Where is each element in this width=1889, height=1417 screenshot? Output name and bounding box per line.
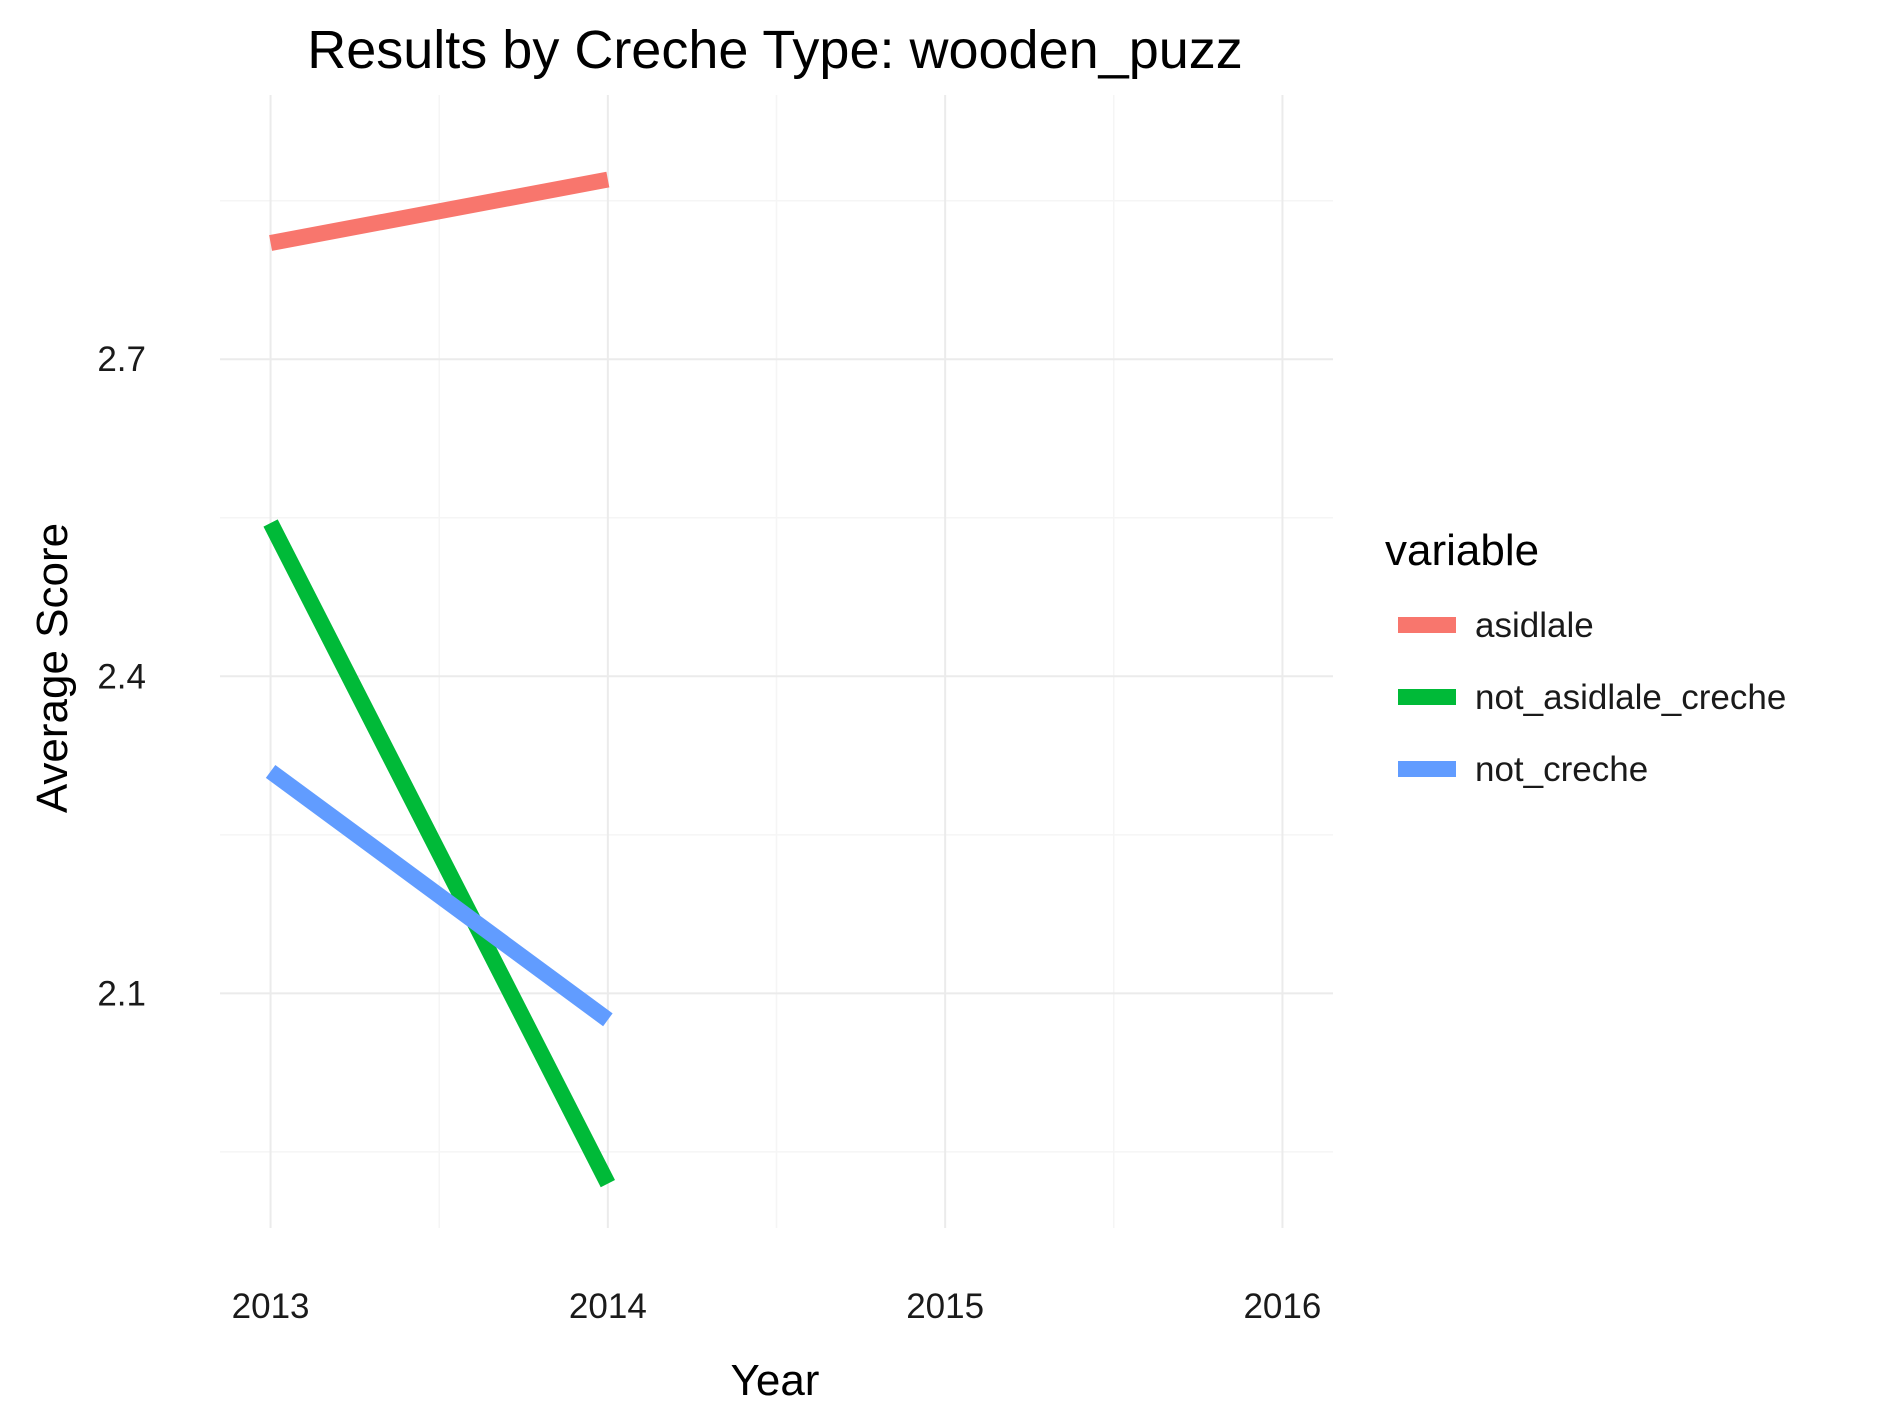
y-axis-ticks: 2.1 2.4 2.7 xyxy=(97,340,146,1013)
legend-label-not-asidlale-creche: not_asidlale_creche xyxy=(1475,678,1786,717)
series-lines xyxy=(263,171,615,1188)
y-tick-label: 2.4 xyxy=(97,657,146,696)
legend: variable asidlale not_asidlale_creche not_… xyxy=(1385,526,1786,789)
plot-panel xyxy=(220,95,1333,1228)
series-line-not-asidlale-creche xyxy=(263,519,615,1188)
x-tick-label: 2015 xyxy=(906,1287,984,1326)
y-axis-title: Average Score xyxy=(28,523,77,813)
legend-label-asidlale: asidlale xyxy=(1475,606,1594,645)
x-tick-label: 2016 xyxy=(1243,1287,1321,1326)
x-tick-label: 2013 xyxy=(232,1287,310,1326)
series-line-not-creche xyxy=(265,764,613,1027)
chart-title: Results by Creche Type: wooden_puzz xyxy=(307,20,1243,80)
grid-minor xyxy=(220,95,1333,1228)
legend-items: asidlale not_asidlale_creche not_creche xyxy=(1398,606,1786,789)
y-tick-label: 2.7 xyxy=(97,340,146,379)
series-line-asidlale xyxy=(269,171,610,251)
y-tick-label: 2.1 xyxy=(97,974,146,1013)
legend-title: variable xyxy=(1385,526,1539,575)
legend-label-not-creche: not_creche xyxy=(1475,750,1648,789)
grid-major xyxy=(220,95,1333,1228)
x-axis-ticks: 2013 2014 2015 2016 xyxy=(232,1287,1322,1326)
x-axis-title: Year xyxy=(731,1356,820,1405)
x-tick-label: 2014 xyxy=(569,1287,647,1326)
